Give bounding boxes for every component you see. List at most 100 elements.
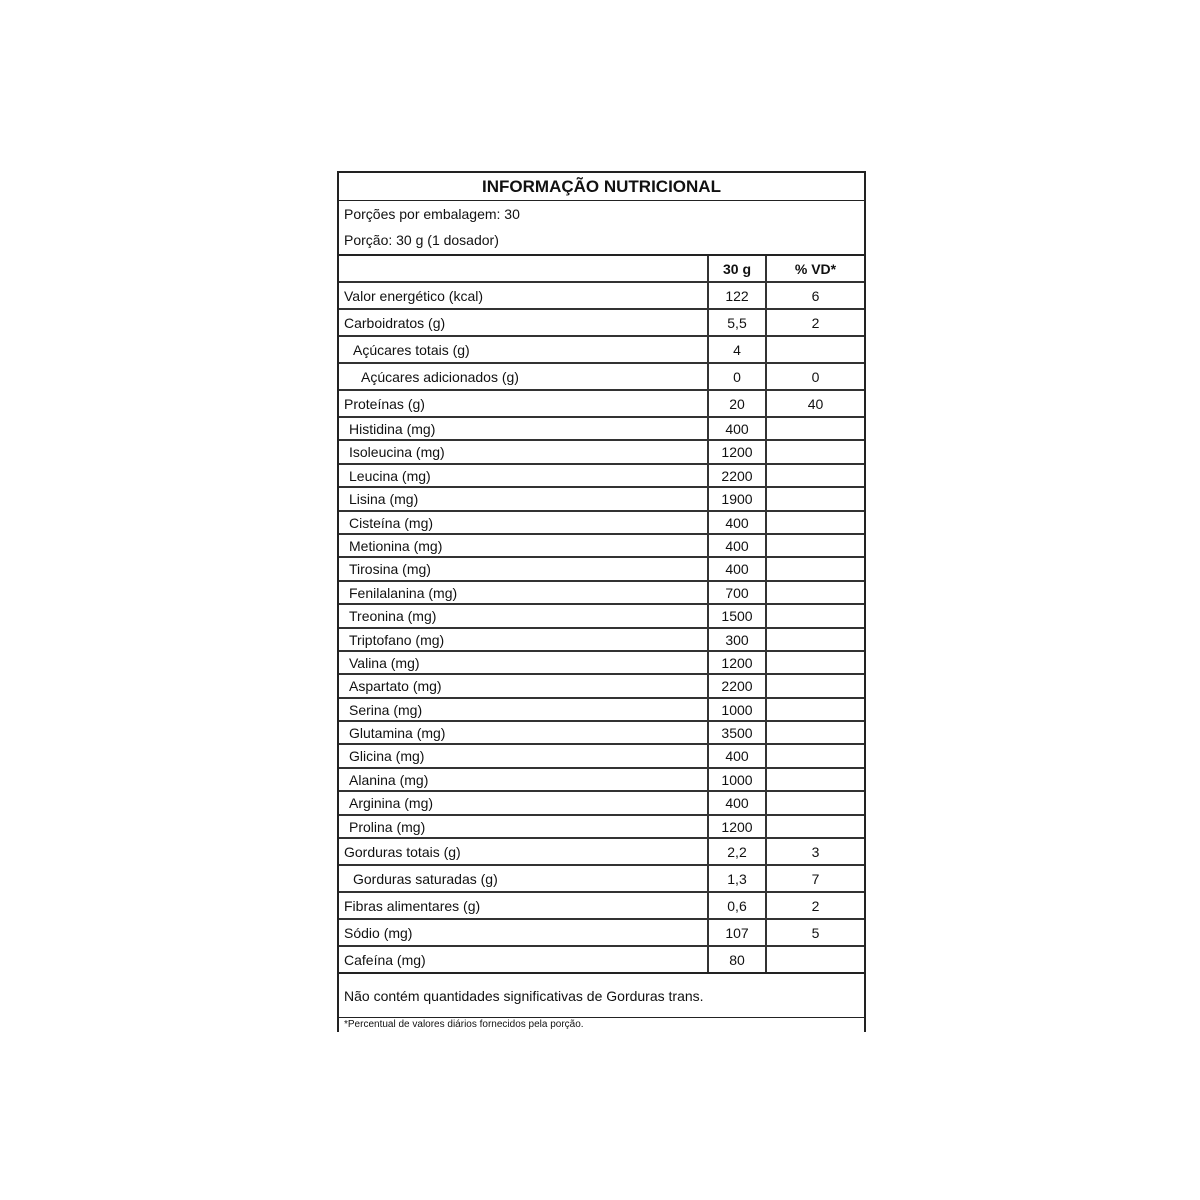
table-row: Arginina (mg) 400 [339,792,864,816]
nutrient-name: Carboidratos (g) [339,310,709,335]
nutrient-name: Isoleucina (mg) [339,441,709,463]
nutrient-amount: 0 [709,364,767,389]
nutrient-dv [767,652,864,673]
nutrient-amount: 700 [709,581,767,604]
nutrient-amount: 1,3 [709,866,767,892]
table-row: Leucina (mg) 2200 [339,464,864,489]
nutrient-name: Gorduras saturadas (g) [339,866,709,892]
nutrient-dv [767,769,864,790]
nutrient-name: Prolina (mg) [339,815,709,838]
nutrient-dv [767,629,864,650]
nutrient-dv: 5 [811,925,820,942]
nutrient-amount: 2200 [709,675,767,697]
nutrient-dv [767,488,864,509]
footnote: *Percentual de valores diários fornecido… [344,1019,584,1031]
nutrient-name: Tirosina (mg) [339,558,709,580]
table-header: 30 g % VD* [339,256,864,283]
table-row: Valina (mg) 1200 [339,651,864,676]
table-row: Metionina (mg) 400 [339,534,864,559]
nutrient-dv [767,722,864,743]
label-title: INFORMAÇÃO NUTRICIONAL [339,171,864,201]
nutrient-name: Açúcares adicionados (g) [339,364,709,389]
nutrient-name: Cafeína (mg) [339,947,709,973]
nutrient-dv [767,675,864,696]
table-row: Valor energético (kcal) 122 6 [339,283,864,310]
nutrient-dv: 3 [811,844,820,861]
nutrient-name: Triptofano (mg) [339,628,709,650]
table-row: Carboidratos (g) 5,5 2 [339,310,864,337]
nutrient-name: Proteínas (g) [339,391,709,416]
nutrient-dv: 6 [811,288,820,304]
nutrient-amount: 400 [709,558,767,580]
nutrient-dv [767,582,864,603]
nutrient-amount: 0,6 [709,893,767,919]
nutrient-amount: 1200 [709,651,767,674]
table-row: Histidina (mg) 400 [339,418,864,442]
table-row: Triptofano (mg) 300 [339,628,864,652]
nutrient-name: Serina (mg) [339,698,709,721]
nutrient-name: Arginina (mg) [339,792,709,814]
nutrient-amount: 107 [709,920,767,946]
nutrient-dv: 7 [811,871,820,888]
table-row: Treonina (mg) 1500 [339,605,864,629]
nutrient-dv [767,337,864,362]
nutrient-dv [767,512,864,533]
table-row: Serina (mg) 1000 [339,698,864,723]
nutrient-amount: 1500 [709,605,767,627]
nutrient-amount: 80 [709,947,767,973]
nutrient-dv [767,418,864,439]
table-row: Fenilalanina (mg) 700 [339,581,864,606]
nutrient-dv [767,558,864,579]
nutrient-amount: 1000 [709,698,767,721]
nutrient-amount: 1900 [709,488,767,510]
table-row: Sódio (mg) 107 5 [339,920,864,948]
nutrient-amount: 400 [709,418,767,440]
table-row: Proteínas (g) 20 40 [339,391,864,418]
table-row: Fibras alimentares (g) 0,6 2 [339,893,864,921]
nutrient-name: Treonina (mg) [339,605,709,627]
nutrient-amount: 20 [709,391,767,416]
nutrient-amount: 400 [709,511,767,533]
trans-fat-note: Não contém quantidades significativas de… [339,974,864,1019]
nutrient-name: Histidina (mg) [339,418,709,440]
nutrient-amount: 1000 [709,768,767,791]
nutrient-amount: 2200 [709,464,767,487]
nutrient-amount: 122 [709,283,767,308]
servings-per-package: Porções por embalagem: 30 [344,206,520,222]
nutrient-dv [767,441,864,462]
table-row: Gorduras totais (g) 2,2 3 [339,839,864,867]
nutrient-dv [767,792,864,813]
nutrient-amount: 3500 [709,722,767,744]
nutrient-name: Sódio (mg) [339,920,709,946]
nutrient-name: Leucina (mg) [339,464,709,487]
nutrient-name: Valor energético (kcal) [339,283,709,308]
nutrient-amount: 1200 [709,815,767,838]
nutrient-dv: 2 [811,898,820,915]
nutrient-rows: Valor energético (kcal) 122 6 Carboidratos … [339,283,864,975]
nutrient-name: Gorduras totais (g) [339,839,709,865]
table-row: Tirosina (mg) 400 [339,558,864,582]
nutrient-dv [767,535,864,556]
nutrient-name: Metionina (mg) [339,534,709,557]
nutrient-name: Valina (mg) [339,651,709,674]
table-row: Alanina (mg) 1000 [339,768,864,793]
nutrition-facts-label: INFORMAÇÃO NUTRICIONAL Porções por embal… [337,171,866,1033]
nutrient-amount: 400 [709,745,767,767]
serving-size: Porção: 30 g (1 dosador) [339,227,864,256]
nutrient-dv [767,605,864,626]
header-amount: 30 g [709,256,767,281]
table-row: Cafeína (mg) 80 [339,947,864,975]
nutrient-name: Fenilalanina (mg) [339,581,709,604]
header-dv: % VD* [794,261,837,277]
nutrient-name: Cisteína (mg) [339,511,709,533]
nutrient-dv [767,465,864,486]
nutrient-dv [767,816,864,837]
nutrient-name: Alanina (mg) [339,768,709,791]
nutrient-amount: 1200 [709,441,767,463]
nutrient-amount: 400 [709,534,767,557]
nutrient-name: Açúcares totais (g) [339,337,709,362]
nutrient-name: Fibras alimentares (g) [339,893,709,919]
table-row: Açúcares adicionados (g) 0 0 [339,364,864,391]
nutrient-dv [767,947,864,972]
table-row: Isoleucina (mg) 1200 [339,441,864,465]
